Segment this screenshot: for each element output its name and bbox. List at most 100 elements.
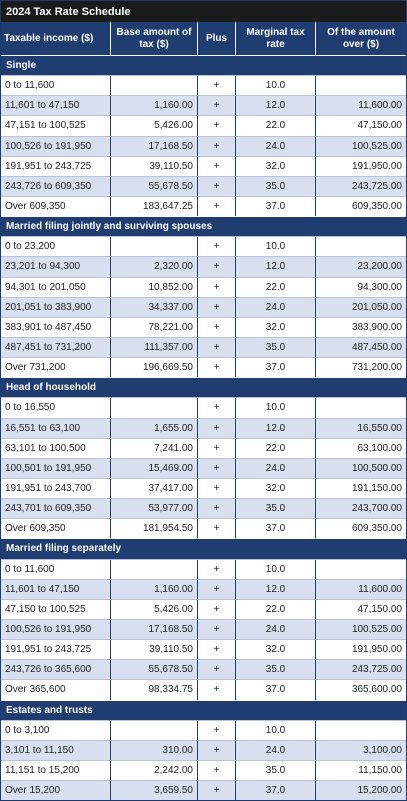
table-cell: + xyxy=(198,257,236,277)
table-cell: 191,951 to 243,725 xyxy=(1,156,111,176)
table-row: 243,726 to 365,600 55,678.50 +35.0 243,725.… xyxy=(1,659,406,680)
table-cell: + xyxy=(198,599,236,619)
table-cell: 3,100.00 xyxy=(363,744,402,756)
table-cell: + xyxy=(198,317,236,337)
table-row: 23,201 to 94,300 2,320.00 +12.0 23,200.00 xyxy=(1,256,406,277)
table-cell: + xyxy=(198,660,236,680)
section-header: Estates and trusts xyxy=(1,699,406,720)
table-cell: + xyxy=(198,519,236,539)
table-cell: 32.0 xyxy=(236,640,316,660)
table-cell: 47,150.00 xyxy=(357,603,403,615)
table-cell: 100,526 to 191,950 xyxy=(1,619,111,640)
table-row: 243,701 to 609,350 53,977.00 +35.0 243,700.… xyxy=(1,498,406,519)
table-row: 487,451 to 731,200 111,357.00 +35.0 487,450… xyxy=(1,336,406,358)
table-cell: 5,426.00 xyxy=(111,116,198,136)
table-cell: 63,101 to 100,500 xyxy=(1,438,111,458)
table-cell: 191,150.00 xyxy=(351,483,402,495)
table-cell: + xyxy=(198,337,236,358)
table-cell: 17,168.50 xyxy=(111,619,198,640)
column-header: Taxable income ($) xyxy=(1,22,111,55)
table-cell: 10.0 xyxy=(236,76,316,96)
table-cell: 0 to 11,600 xyxy=(1,76,111,96)
table-row: Over 731,200 196,669.50 +37.0 731,200.00 xyxy=(1,357,406,378)
table-cell: 487,450.00 xyxy=(351,342,402,354)
table-row: 100,526 to 191,950 17,168.50 +24.0 100,525.… xyxy=(1,618,406,640)
table-row: Over 365,600 98,334.75 +37.0 365,600.00 xyxy=(1,679,406,700)
table-cell: 37,417.00 xyxy=(111,478,198,499)
table-cell xyxy=(111,559,198,579)
table-cell: 37.0 xyxy=(236,519,316,539)
table-cell: 22.0 xyxy=(236,438,316,458)
table-cell: 35.0 xyxy=(236,660,316,680)
table-cell: + xyxy=(198,156,236,176)
table-cell: 243,726 to 609,350 xyxy=(1,176,111,196)
table-cell: 11,600.00 xyxy=(358,583,402,595)
table-cell: + xyxy=(198,478,236,499)
table-title: 2024 Tax Rate Schedule xyxy=(1,1,406,22)
table-cell: 32.0 xyxy=(236,317,316,337)
table-cell: 609,350.00 xyxy=(351,201,402,213)
table-cell: 310.00 xyxy=(111,740,198,760)
table-cell: 11,150.00 xyxy=(358,764,402,776)
table-cell: + xyxy=(198,760,236,781)
table-cell: 37.0 xyxy=(236,358,316,378)
table-cell: 10,852.00 xyxy=(111,277,198,297)
table-cell: 243,725.00 xyxy=(351,180,402,192)
table-cell: + xyxy=(198,237,236,257)
table-cell: 181,954.50 xyxy=(111,519,198,539)
table-cell: 10.0 xyxy=(236,559,316,579)
table-cell: 12.0 xyxy=(236,96,316,116)
table-cell: + xyxy=(198,358,236,378)
column-header: Base amount of tax ($) xyxy=(111,22,198,55)
table-cell: + xyxy=(198,116,236,136)
table-cell: 94,300.00 xyxy=(357,281,403,293)
table-row: 201,051 to 383,900 34,337.00 +24.0 201,050.… xyxy=(1,296,406,317)
table-cell: 243,726 to 365,600 xyxy=(1,660,111,680)
table-cell: 47,151 to 100,525 xyxy=(1,116,111,136)
table-cell: 32.0 xyxy=(236,156,316,176)
table-cell: + xyxy=(198,76,236,96)
table-cell: 191,951 to 243,725 xyxy=(1,640,111,660)
table-cell: 383,900.00 xyxy=(351,321,402,333)
table-cell: 15,200.00 xyxy=(357,785,403,797)
table-cell xyxy=(316,398,406,417)
table-cell: 78,221.00 xyxy=(111,317,198,337)
table-row: 0 to 11,600 +10.0 xyxy=(1,75,406,96)
section-header: Married filing separately xyxy=(1,538,406,559)
table-cell: 16,551 to 63,100 xyxy=(1,418,111,438)
table-row: 0 to 23,200 +10.0 xyxy=(1,236,406,257)
table-cell: 11,601 to 47,150 xyxy=(1,579,111,599)
table-cell: 7,241.00 xyxy=(111,438,198,458)
table-cell: 35.0 xyxy=(236,760,316,781)
table-cell: + xyxy=(198,499,236,519)
table-cell: 12.0 xyxy=(236,257,316,277)
table-row: 63,101 to 100,500 7,241.00 +22.0 63,100.00 xyxy=(1,437,406,458)
table-cell: 47,150 to 100,525 xyxy=(1,599,111,619)
table-cell: 22.0 xyxy=(236,599,316,619)
table-cell: 10.0 xyxy=(236,720,316,740)
table-cell: 487,451 to 731,200 xyxy=(1,337,111,358)
table-cell: 63,100.00 xyxy=(357,442,403,454)
table-cell: 1,160.00 xyxy=(111,579,198,599)
table-cell: 201,050.00 xyxy=(351,301,402,313)
table-cell: Over 365,600 xyxy=(1,680,111,700)
table-row: 191,951 to 243,725 39,110.50 +32.0 191,950.… xyxy=(1,639,406,660)
table-cell: + xyxy=(198,458,236,478)
table-cell: 191,950.00 xyxy=(351,644,402,656)
table-cell: 5,426.00 xyxy=(111,599,198,619)
table-row: 0 to 11,600 +10.0 xyxy=(1,558,406,579)
table-cell xyxy=(111,76,198,96)
table-row: Over 609,350 181,954.50 +37.0 609,350.00 xyxy=(1,518,406,539)
column-header: Of the amount over ($) xyxy=(327,26,395,50)
table-row: Over 609,350 183,647.25 +37.0 609,350.00 xyxy=(1,195,406,217)
table-cell xyxy=(316,76,406,95)
table-cell: 11,600.00 xyxy=(358,100,402,112)
table-row: Over 15,200 3,659.50 +37.0 15,200.00 xyxy=(1,780,406,801)
table-cell xyxy=(316,721,406,740)
section-header: Married filing jointly and surviving spo… xyxy=(1,216,406,237)
table-cell: 0 to 16,550 xyxy=(1,398,111,418)
table-cell: 35.0 xyxy=(236,499,316,519)
table-cell: 0 to 23,200 xyxy=(1,237,111,257)
section-header: Head of household xyxy=(1,377,406,398)
table-cell: 100,501 to 191,950 xyxy=(1,458,111,478)
